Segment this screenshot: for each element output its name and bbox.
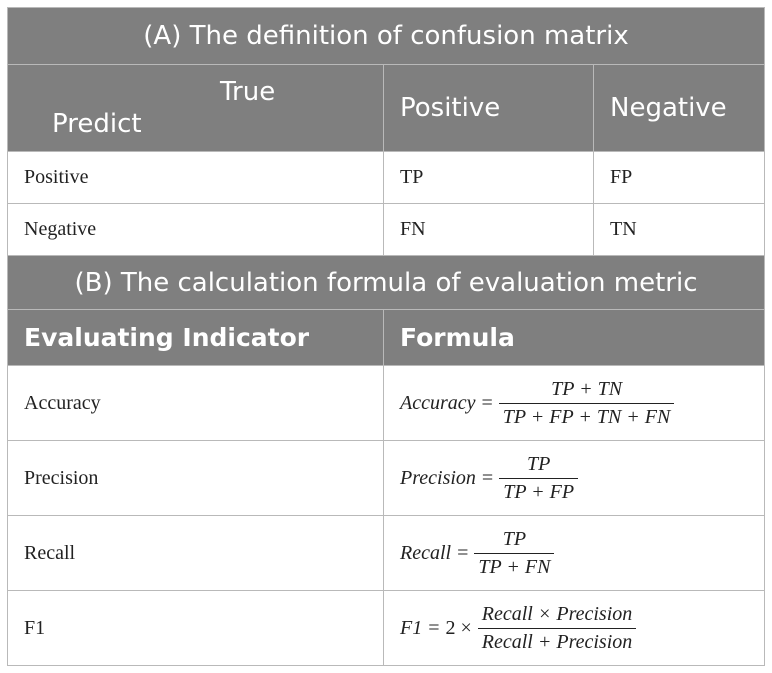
row-label: Positive <box>7 151 384 204</box>
denominator: TP + FN <box>474 552 555 579</box>
numerator: TP + TN <box>551 377 623 400</box>
table-row: Recall Recall = TP TP + FN <box>7 515 765 591</box>
table-cell: TN <box>593 203 765 256</box>
denominator: Recall + Precision <box>477 627 637 654</box>
confusion-header-row: True Predict Positive Negative <box>7 64 765 152</box>
fraction: TP TP + FN <box>474 527 555 579</box>
denominator: TP + FP + TN + FN <box>498 402 675 429</box>
negative-column-header: Negative <box>593 64 765 152</box>
section-b-title-row: (B) The calculation formula of evaluatio… <box>7 255 765 310</box>
metric-name: Precision <box>7 440 384 516</box>
formula: F1 = 2 × Recall × Precision Recall + Pre… <box>400 603 764 654</box>
confusion-corner-cell: True Predict <box>7 64 384 152</box>
metric-name: Recall <box>7 515 384 591</box>
numerator: TP <box>526 452 551 475</box>
formula-cell: Accuracy = TP + TN TP + FP + TN + FN <box>383 365 765 441</box>
table-row: Precision Precision = TP TP + FP <box>7 440 765 516</box>
formula: Recall = TP TP + FN <box>400 528 764 579</box>
equals-sign: = <box>481 466 494 489</box>
formula-lhs: Accuracy <box>400 391 476 414</box>
section-a-title: (A) The definition of confusion matrix <box>7 7 765 65</box>
metric-name: Accuracy <box>7 365 384 441</box>
predict-label: Predict <box>52 109 142 139</box>
positive-column-header: Positive <box>383 64 594 152</box>
table-row: Positive TP FP <box>7 151 765 204</box>
table-cell: FN <box>383 203 594 256</box>
formula-cell: Precision = TP TP + FP <box>383 440 765 516</box>
section-a-title-row: (A) The definition of confusion matrix <box>7 7 765 65</box>
table-cell: FP <box>593 151 765 204</box>
metric-name: F1 <box>7 590 384 666</box>
indicator-column-header: Evaluating Indicator <box>7 309 384 366</box>
row-label: Negative <box>7 203 384 256</box>
fraction: TP + TN TP + FP + TN + FN <box>498 377 675 429</box>
fraction: TP TP + FP <box>499 452 579 504</box>
equals-sign: = <box>481 391 493 414</box>
formula: Precision = TP TP + FP <box>400 453 764 504</box>
denominator: TP + FP <box>499 477 579 504</box>
fraction: Recall × Precision Recall + Precision <box>477 602 637 654</box>
formula: Accuracy = TP + TN TP + FP + TN + FN <box>400 378 764 429</box>
formula-lhs: F1 <box>400 616 423 639</box>
formula-column-header: Formula <box>383 309 765 366</box>
section-b-title: (B) The calculation formula of evaluatio… <box>7 255 765 310</box>
table-row: F1 F1 = 2 × Recall × Precision Recall + … <box>7 590 765 666</box>
true-label: True <box>220 77 276 107</box>
formula-lhs: Precision <box>400 466 476 489</box>
equals-sign: = <box>457 541 469 564</box>
formula-lhs: Recall <box>400 541 452 564</box>
numerator: TP <box>502 527 527 550</box>
table-row: Negative FN TN <box>7 203 765 256</box>
formula-cell: F1 = 2 × Recall × Precision Recall + Pre… <box>383 590 765 666</box>
numerator: Recall × Precision <box>481 602 633 625</box>
formula-prefix: 2 × <box>445 616 472 639</box>
formula-cell: Recall = TP TP + FN <box>383 515 765 591</box>
equals-sign: = <box>428 616 440 639</box>
table-cell: TP <box>383 151 594 204</box>
metrics-table: (A) The definition of confusion matrix T… <box>7 7 765 666</box>
metrics-header-row: Evaluating Indicator Formula <box>7 309 765 366</box>
table-row: Accuracy Accuracy = TP + TN TP + FP + TN… <box>7 365 765 441</box>
